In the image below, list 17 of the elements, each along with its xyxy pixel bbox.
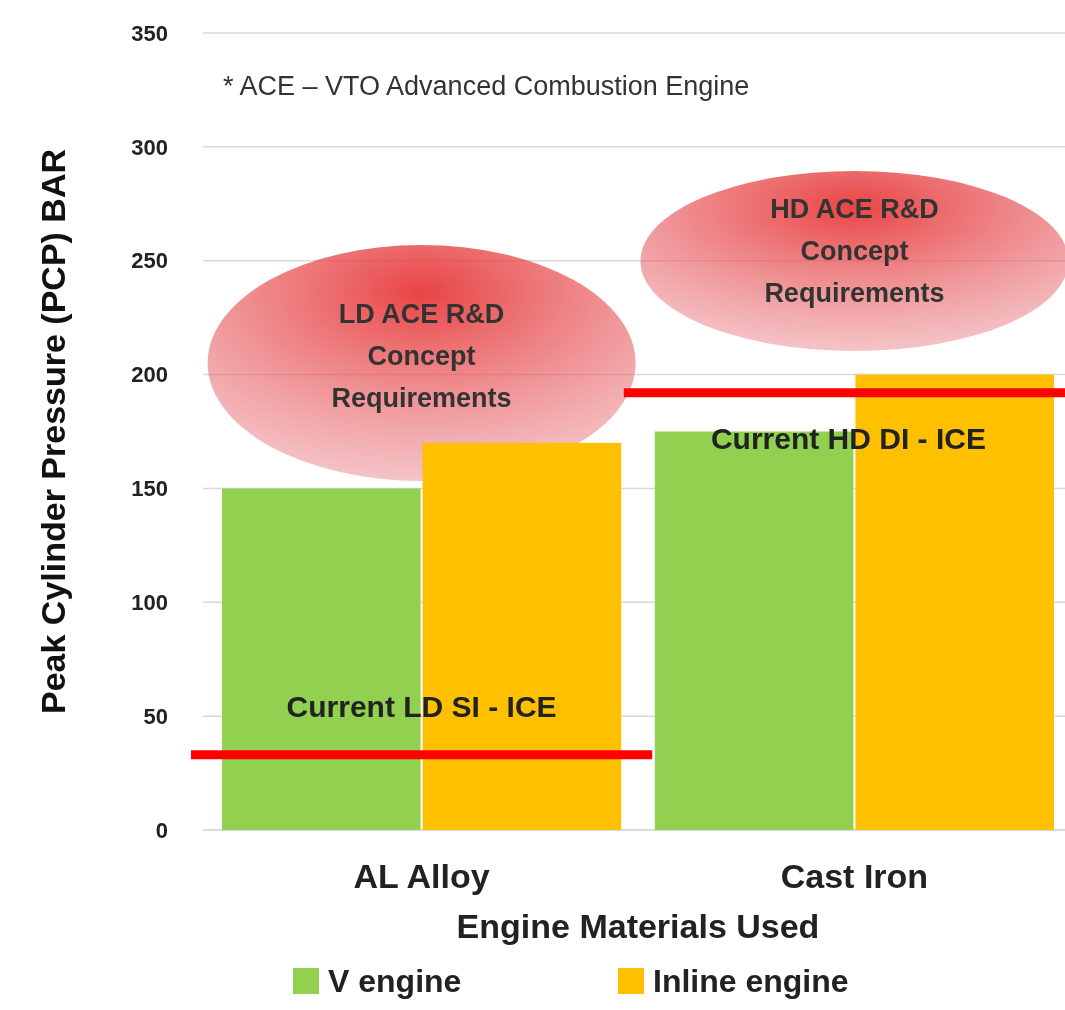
y-tick-label: 0 (155, 817, 168, 843)
y-tick-label: 350 (131, 20, 168, 46)
y-tick-label: 250 (131, 248, 168, 274)
y-tick-label: 150 (131, 476, 168, 502)
annotation: * ACE – VTO Advanced Combustion Engine (223, 71, 750, 102)
y-tick-label: 100 (131, 589, 168, 615)
annotation: HD ACE R&D Concept Requirements (764, 194, 945, 308)
x-tick-label: Cast Iron (780, 856, 929, 895)
y-tick-label: 200 (131, 362, 168, 388)
legend-label: V engine (328, 963, 462, 1000)
x-axis-title: Engine Materials Used (456, 906, 820, 945)
legend-label: Inline engine (653, 963, 849, 1000)
annotation: LD ACE R&D Concept Requirements (331, 299, 512, 413)
y-tick-label: 300 (131, 134, 168, 160)
y-axis-title: Peak Cylinder Pressure (PCP) BAR (33, 149, 72, 714)
y-tick-label: 50 (143, 703, 168, 729)
x-tick-label: AL Alloy (353, 856, 490, 895)
